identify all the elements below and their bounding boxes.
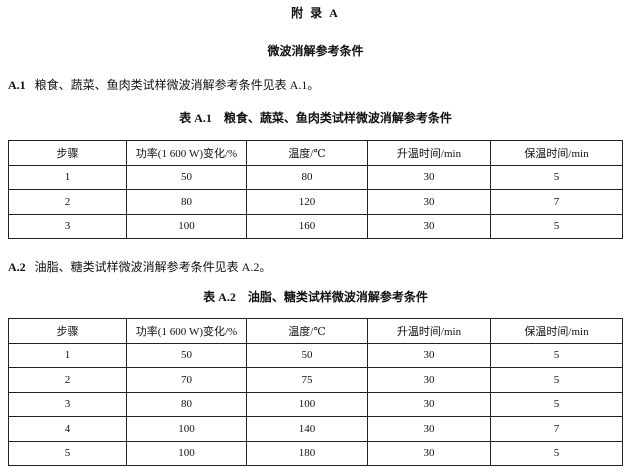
header-cell: 温度/℃ xyxy=(246,318,368,344)
table-row: 3 100 160 30 5 xyxy=(8,213,623,239)
section-text: 油脂、糖类试样微波消解参考条件见表 A.2。 xyxy=(34,260,272,274)
appendix-subtitle: 微波消解参考条件 xyxy=(267,44,364,58)
header-cell: 功率(1 600 W)变化/% xyxy=(126,318,247,344)
table-cell: 5 xyxy=(490,342,623,368)
paragraph: A.1 粮食、蔬菜、鱼肉类试样微波消解参考条件见表 A.1。 xyxy=(8,76,319,93)
table-cell: 5 xyxy=(490,213,623,239)
table: 步骤 功率(1 600 W)变化/% 温度/℃ 升温时间/min 保温时间/min 1 50… xyxy=(8,318,623,466)
table-row: 5 100 180 30 5 xyxy=(8,440,623,466)
table-cell: 100 xyxy=(246,391,368,417)
header-cell: 步骤 xyxy=(8,140,127,166)
table-cell: 120 xyxy=(246,189,368,215)
table-cell: 1 xyxy=(8,342,127,368)
table-cell: 3 xyxy=(8,391,127,417)
table-cell: 30 xyxy=(367,391,491,417)
section-label: A.2 xyxy=(8,260,26,274)
table-cell: 1 xyxy=(8,164,127,190)
header-cell: 保温时间/min xyxy=(490,318,623,344)
section-label: A.1 xyxy=(8,78,26,92)
section-text: 粮食、蔬菜、鱼肉类试样微波消解参考条件见表 A.1。 xyxy=(34,78,320,92)
table-cell: 5 xyxy=(490,440,623,466)
paragraph: A.2 油脂、糖类试样微波消解参考条件见表 A.2。 xyxy=(8,258,271,275)
table-cell: 80 xyxy=(126,391,247,417)
table-cell: 5 xyxy=(490,367,623,393)
header-cell: 步骤 xyxy=(8,318,127,344)
table-cell: 3 xyxy=(8,213,127,239)
table-cell: 160 xyxy=(246,213,368,239)
table-row: 2 70 75 30 5 xyxy=(8,367,623,393)
table-cell: 100 xyxy=(126,440,247,466)
table-cell: 75 xyxy=(246,367,368,393)
table-cell: 5 xyxy=(8,440,127,466)
table-cell: 7 xyxy=(490,416,623,442)
table-cell: 4 xyxy=(8,416,127,442)
table-caption: 表 A.2 油脂、糖类试样微波消解参考条件 xyxy=(203,290,428,304)
table-cell: 50 xyxy=(126,164,247,190)
table-cell: 2 xyxy=(8,189,127,215)
table-cell: 50 xyxy=(246,342,368,368)
table-cell: 5 xyxy=(490,164,623,190)
table-cell: 180 xyxy=(246,440,368,466)
table-cell: 7 xyxy=(490,189,623,215)
header-cell: 功率(1 600 W)变化/% xyxy=(126,140,247,166)
header-row: 步骤 功率(1 600 W)变化/% 温度/℃ 升温时间/min 保温时间/min xyxy=(8,140,623,166)
table-cell: 2 xyxy=(8,367,127,393)
table-row: 1 50 80 30 5 xyxy=(8,164,623,190)
table-cell: 100 xyxy=(126,416,247,442)
table-row: 1 50 50 30 5 xyxy=(8,342,623,368)
table-cell: 30 xyxy=(367,164,491,190)
table-cell: 30 xyxy=(367,342,491,368)
table-cell: 30 xyxy=(367,189,491,215)
table-row: 3 80 100 30 5 xyxy=(8,391,623,417)
table-cell: 80 xyxy=(126,189,247,215)
table-cell: 30 xyxy=(367,213,491,239)
table-cell: 30 xyxy=(367,416,491,442)
table-cell: 70 xyxy=(126,367,247,393)
header-cell: 温度/℃ xyxy=(246,140,368,166)
header-cell: 保温时间/min xyxy=(490,140,623,166)
table-cell: 140 xyxy=(246,416,368,442)
table-cell: 100 xyxy=(126,213,247,239)
table-cell: 30 xyxy=(367,367,491,393)
table-row: 2 80 120 30 7 xyxy=(8,189,623,215)
header-row: 步骤 功率(1 600 W)变化/% 温度/℃ 升温时间/min 保温时间/min xyxy=(8,318,623,344)
table-cell: 80 xyxy=(246,164,368,190)
header-cell: 升温时间/min xyxy=(367,140,491,166)
table: 步骤 功率(1 600 W)变化/% 温度/℃ 升温时间/min 保温时间/min 1 50… xyxy=(8,140,623,239)
table-cell: 50 xyxy=(126,342,247,368)
table-row: 4 100 140 30 7 xyxy=(8,416,623,442)
table-cell: 5 xyxy=(490,391,623,417)
header-cell: 升温时间/min xyxy=(367,318,491,344)
table-caption: 表 A.1 粮食、蔬菜、鱼肉类试样微波消解参考条件 xyxy=(179,111,452,125)
table-cell: 30 xyxy=(367,440,491,466)
appendix-title: 附 录 A xyxy=(291,6,340,20)
